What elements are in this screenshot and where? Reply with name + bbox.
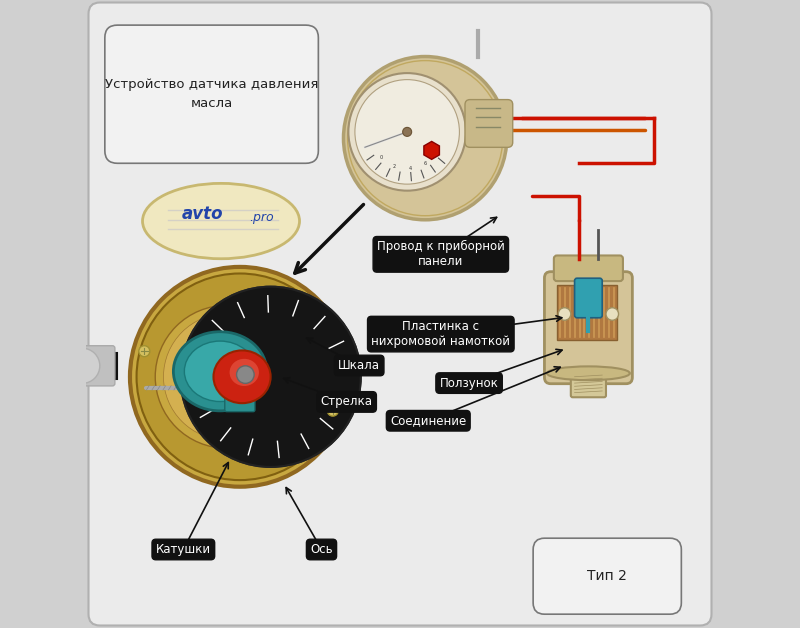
FancyBboxPatch shape (554, 256, 623, 281)
Circle shape (343, 57, 506, 220)
Circle shape (327, 405, 338, 416)
Ellipse shape (547, 366, 630, 380)
Ellipse shape (137, 274, 343, 480)
Circle shape (139, 345, 150, 357)
Ellipse shape (229, 358, 260, 387)
FancyBboxPatch shape (105, 25, 318, 163)
Bar (557, 285, 617, 340)
Circle shape (558, 308, 571, 320)
Circle shape (348, 73, 466, 191)
Text: 2: 2 (393, 164, 396, 169)
Text: Соединение: Соединение (390, 414, 466, 427)
Polygon shape (424, 141, 439, 160)
FancyBboxPatch shape (571, 371, 606, 398)
Text: Пластинка с
нихромовой намоткой: Пластинка с нихромовой намоткой (371, 320, 510, 348)
FancyBboxPatch shape (465, 100, 513, 148)
FancyBboxPatch shape (533, 538, 682, 614)
Text: Стрелка: Стрелка (321, 396, 373, 408)
Text: Устройство датчика давления
масла: Устройство датчика давления масла (105, 78, 318, 110)
Ellipse shape (214, 350, 270, 403)
FancyBboxPatch shape (545, 272, 632, 384)
Ellipse shape (163, 313, 290, 440)
Circle shape (65, 348, 100, 383)
Text: Шкала: Шкала (338, 359, 380, 372)
FancyBboxPatch shape (225, 388, 255, 412)
Circle shape (402, 127, 412, 136)
Ellipse shape (142, 183, 299, 259)
Circle shape (181, 286, 361, 467)
Text: Провод к приборной
панели: Провод к приборной панели (377, 241, 505, 268)
FancyBboxPatch shape (80, 345, 115, 386)
Circle shape (355, 80, 459, 184)
Text: 4: 4 (409, 166, 412, 171)
FancyBboxPatch shape (574, 278, 602, 318)
Circle shape (237, 365, 254, 383)
Text: Ползунок: Ползунок (440, 377, 498, 389)
Text: Ось: Ось (310, 543, 333, 556)
Text: 0: 0 (380, 155, 382, 160)
Bar (17, 353, 118, 379)
Ellipse shape (174, 332, 266, 411)
Text: Тип 2: Тип 2 (587, 569, 627, 583)
Ellipse shape (184, 341, 256, 401)
Ellipse shape (130, 267, 350, 487)
Ellipse shape (155, 305, 298, 448)
Text: .pro: .pro (250, 212, 274, 224)
Circle shape (181, 286, 361, 467)
Text: Катушки: Катушки (156, 543, 211, 556)
Text: avto: avto (182, 205, 223, 222)
Text: 6: 6 (424, 161, 427, 166)
Circle shape (606, 308, 618, 320)
FancyBboxPatch shape (89, 3, 711, 625)
